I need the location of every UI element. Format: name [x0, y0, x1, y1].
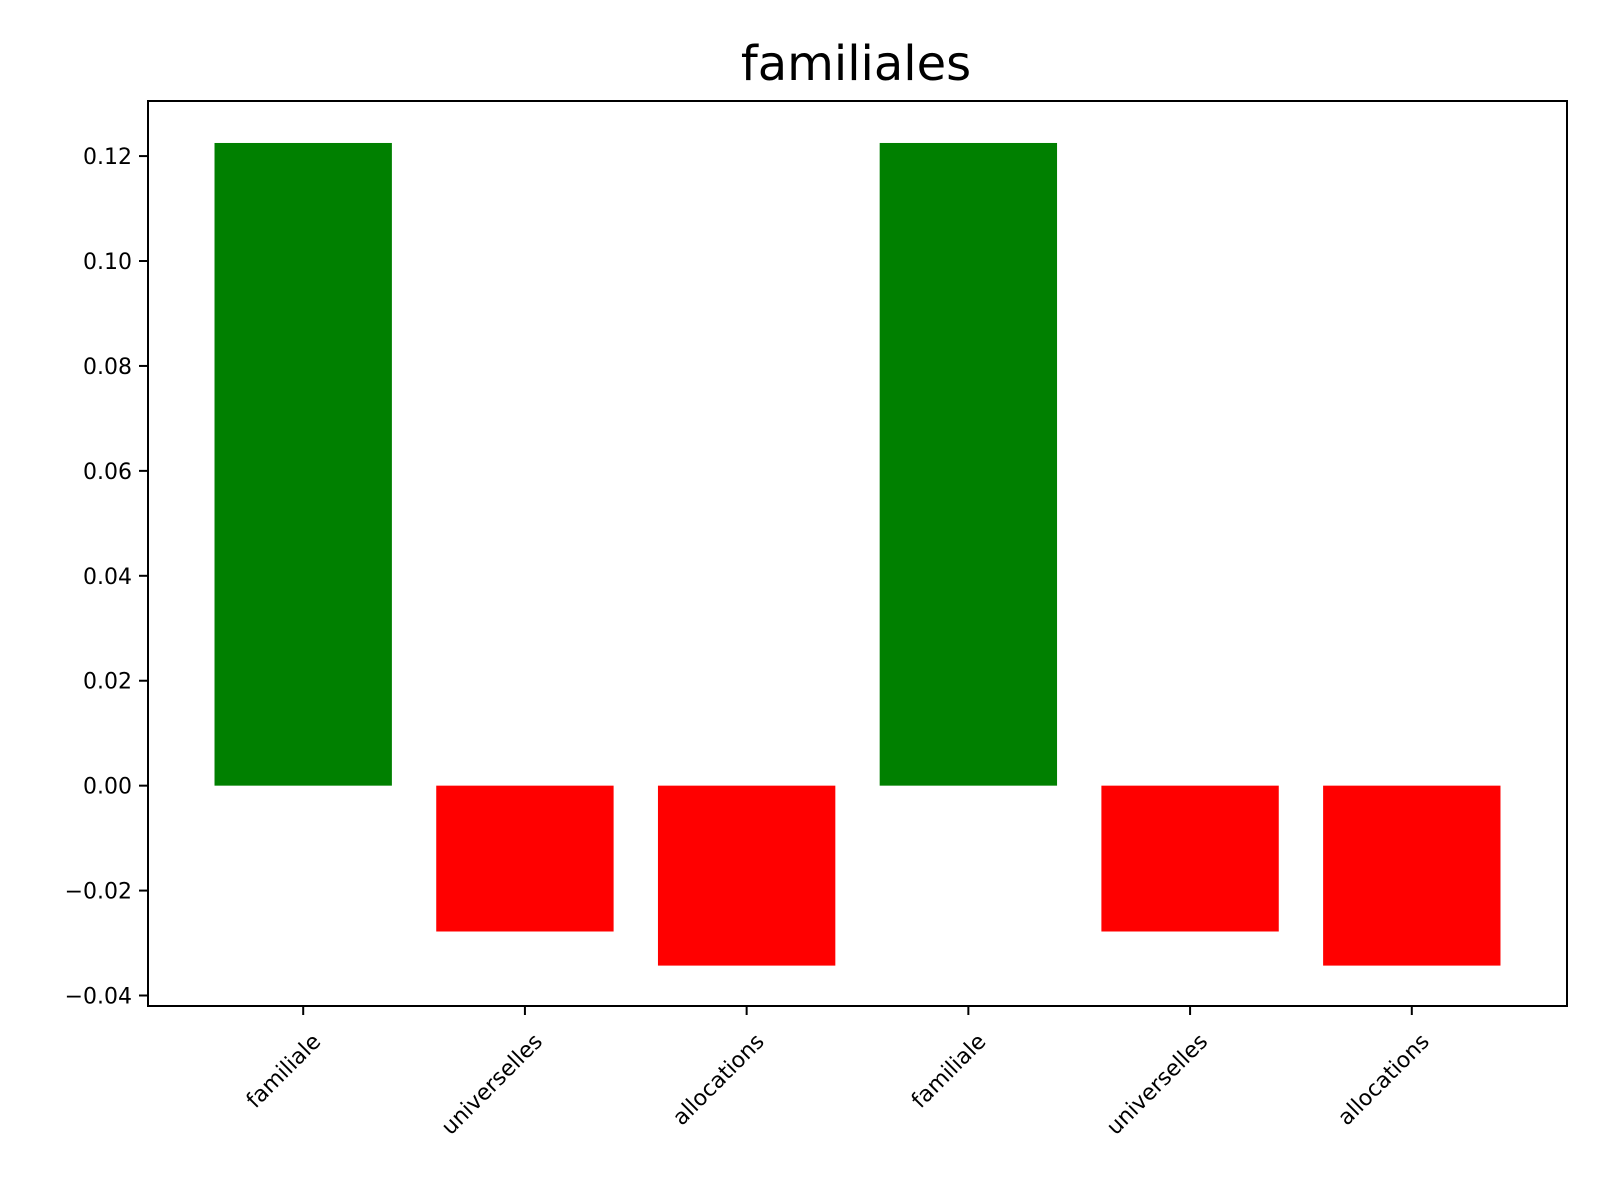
- chart-title: familiales: [741, 36, 971, 92]
- y-tick-label: 0.10: [83, 250, 132, 275]
- x-axis: familiale universelles allocations familial…: [242, 1006, 1435, 1140]
- y-tick-label: −0.04: [65, 985, 132, 1010]
- bar-allocations-2: [657, 785, 836, 966]
- bars-layer: [214, 142, 1501, 966]
- bar-allocations-5: [1323, 785, 1501, 966]
- x-tick-label-universelles: universelles: [1102, 1029, 1213, 1140]
- y-tick-label: 0.06: [83, 460, 132, 485]
- x-tick-label-familiale: familiale: [907, 1029, 991, 1113]
- y-tick-label: −0.02: [65, 880, 132, 905]
- y-tick-label: 0.12: [83, 145, 132, 170]
- y-tick-label: 0.08: [83, 355, 132, 380]
- y-tick-label: 0.04: [83, 565, 132, 590]
- bar-universelles-4: [1101, 785, 1279, 932]
- x-tick-label-allocations: allocations: [1333, 1029, 1434, 1130]
- bar-universelles-1: [436, 785, 614, 932]
- bar-familiale-3: [879, 142, 1058, 786]
- y-tick-label: 0.02: [83, 670, 132, 695]
- y-axis: −0.04 −0.02 0.00 0.02 0.04 0.06 0.08 0.10 0.12: [65, 145, 148, 1010]
- x-tick-label-familiale: familiale: [242, 1029, 326, 1113]
- bar-familiale-0: [214, 142, 392, 786]
- x-tick-label-universelles: universelles: [437, 1029, 548, 1140]
- plot-frame: [147, 100, 1568, 1007]
- x-tick-label-allocations: allocations: [668, 1029, 769, 1130]
- y-tick-label: 0.00: [83, 775, 132, 800]
